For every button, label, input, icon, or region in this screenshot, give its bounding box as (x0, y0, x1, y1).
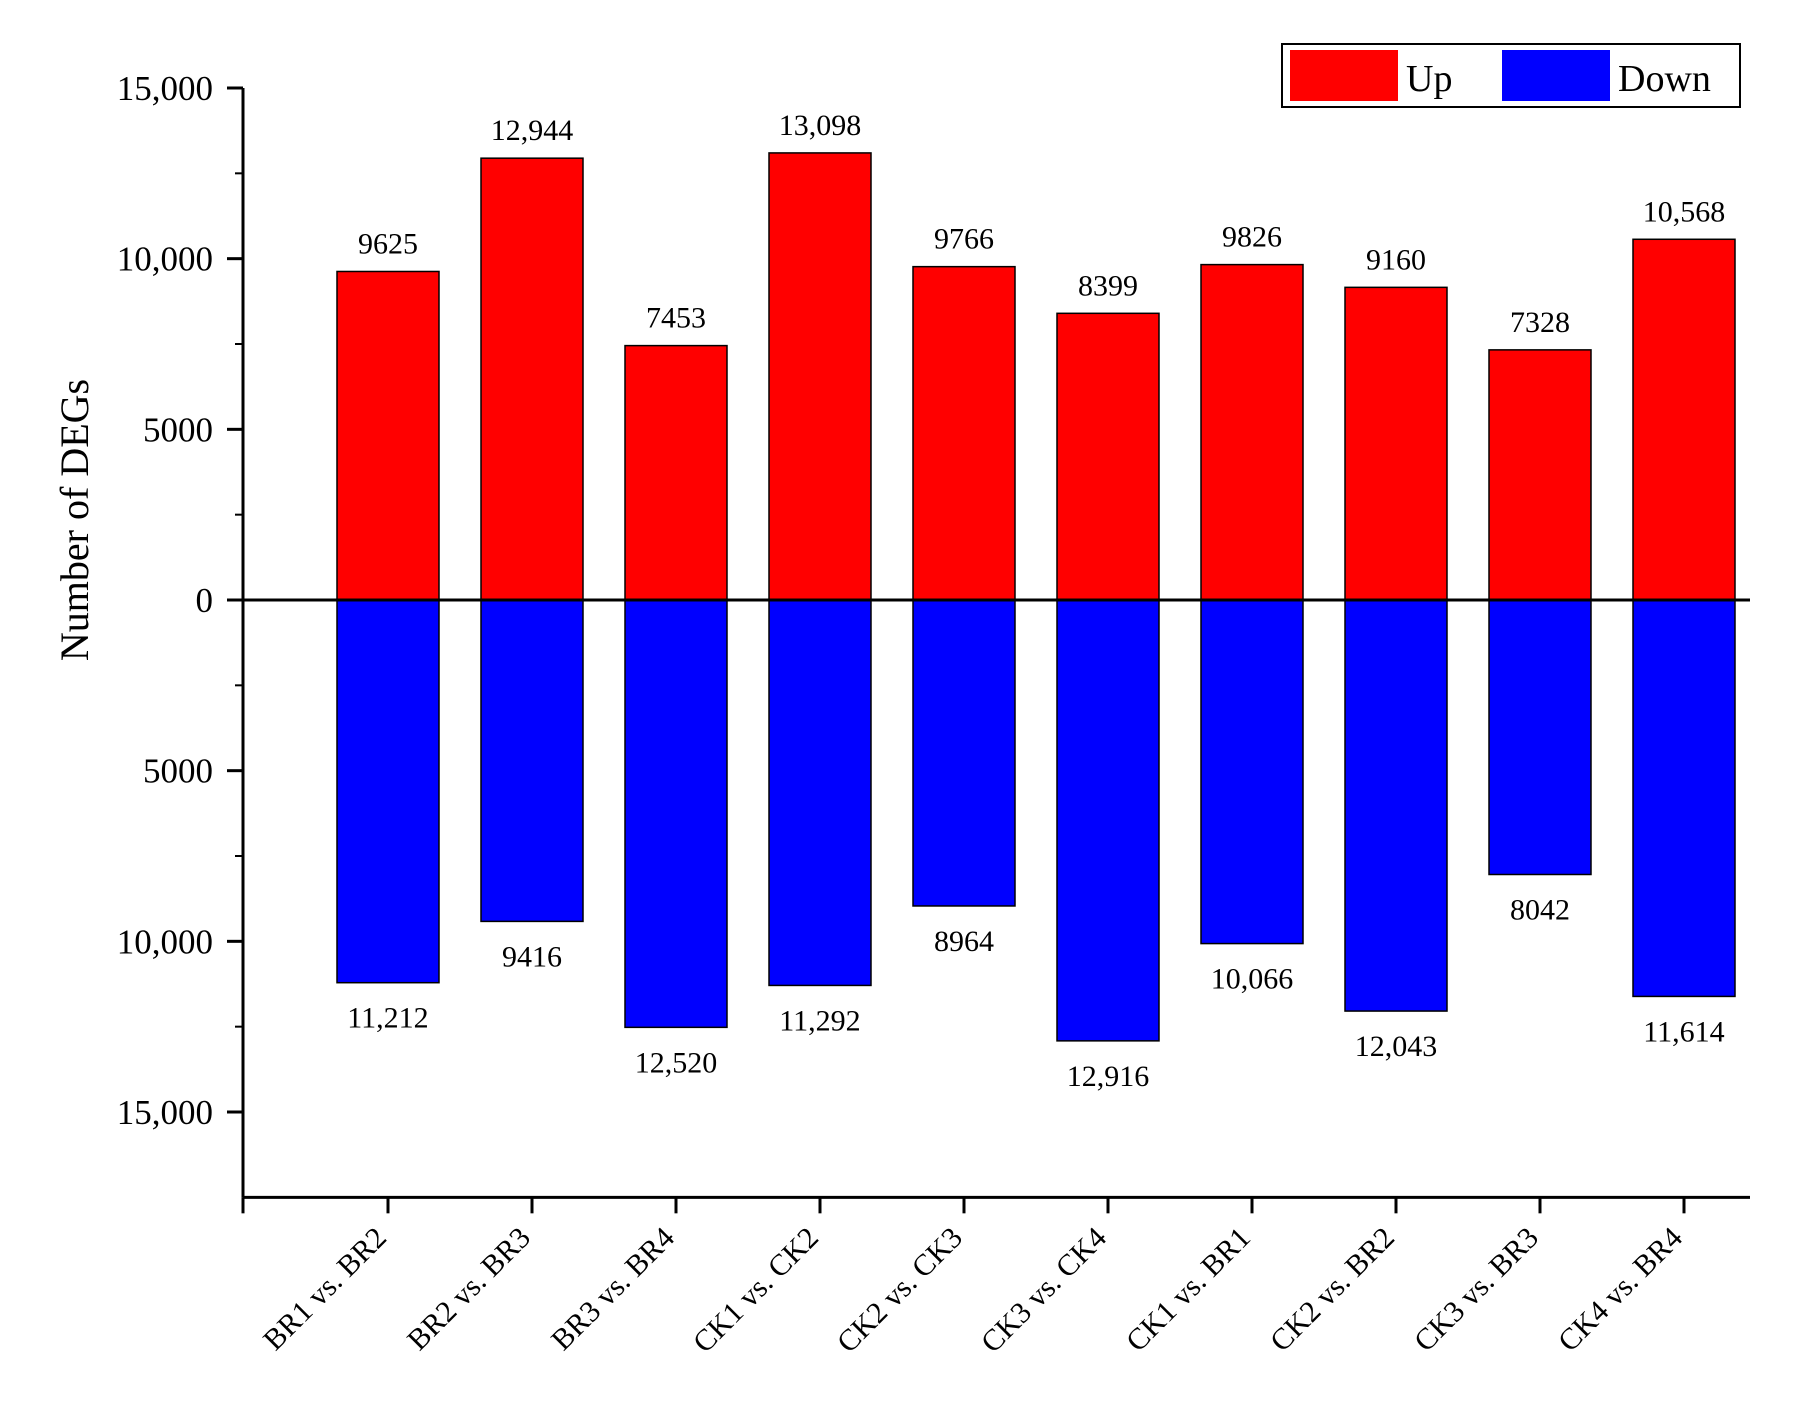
data-label-down-8: 8042 (1510, 894, 1570, 927)
x-tick-label-2: BR3 vs. BR4 (545, 1221, 681, 1357)
x-tick-label-3: CK1 vs. CK2 (687, 1221, 825, 1359)
data-label-up-0: 9625 (358, 227, 418, 260)
bar-up-0 (336, 270, 440, 601)
data-label-up-8: 7328 (1510, 306, 1570, 339)
y-tick-label-4: 5000 (143, 752, 213, 791)
bars-layer (336, 152, 1736, 1042)
y-axis-title: Number of DEGs (52, 379, 97, 661)
bar-up-6 (1200, 263, 1304, 601)
bar-down-6 (1200, 599, 1304, 945)
data-label-up-1: 12,944 (491, 114, 574, 147)
data-label-up-7: 9160 (1366, 243, 1426, 276)
data-label-up-4: 9766 (934, 223, 994, 256)
bar-up-1 (480, 157, 584, 601)
legend: Up Down (1281, 43, 1741, 108)
bar-up-2 (624, 344, 728, 601)
data-label-up-9: 10,568 (1643, 195, 1726, 228)
legend-label-up: Up (1406, 58, 1452, 100)
x-tick-label-4: CK2 vs. CK3 (831, 1221, 969, 1359)
bar-up-8 (1488, 349, 1592, 601)
bar-down-9 (1632, 599, 1736, 998)
bar-up-9 (1632, 238, 1736, 601)
data-label-down-9: 11,614 (1643, 1015, 1724, 1048)
x-tick-label-8: CK3 vs. BR3 (1408, 1221, 1545, 1358)
data-label-down-3: 11,292 (779, 1004, 860, 1037)
data-label-up-6: 9826 (1222, 221, 1282, 254)
data-label-up-5: 8399 (1078, 269, 1138, 302)
x-tick-label-6: CK1 vs. BR1 (1120, 1221, 1257, 1358)
bar-down-8 (1488, 599, 1592, 876)
bar-up-3 (768, 152, 872, 601)
y-tick-label-2: 5000 (143, 410, 213, 449)
bar-down-0 (336, 599, 440, 984)
bar-down-2 (624, 599, 728, 1029)
legend-swatch-down (1502, 50, 1610, 101)
x-tick-label-5: CK3 vs. CK4 (975, 1221, 1113, 1359)
x-tick-label-0: BR1 vs. BR2 (257, 1221, 393, 1357)
data-label-down-2: 12,520 (635, 1046, 718, 1079)
data-label-down-1: 9416 (502, 940, 562, 973)
data-label-down-7: 12,043 (1355, 1030, 1438, 1063)
legend-label-down: Down (1618, 58, 1711, 100)
data-label-up-2: 7453 (646, 302, 706, 335)
y-tick-label-6: 15,000 (117, 1093, 213, 1132)
bar-down-1 (480, 599, 584, 923)
bar-down-4 (912, 599, 1016, 907)
x-tick-label-7: CK2 vs. BR2 (1264, 1221, 1401, 1358)
bar-down-3 (768, 599, 872, 987)
axes-layer (227, 86, 1750, 1214)
bar-down-7 (1344, 599, 1448, 1012)
data-label-down-0: 11,212 (347, 1002, 428, 1035)
data-label-down-4: 8964 (934, 925, 994, 958)
legend-swatch-up (1290, 50, 1398, 101)
data-label-down-6: 10,066 (1211, 963, 1294, 996)
y-tick-label-5: 10,000 (117, 922, 213, 961)
bar-up-4 (912, 265, 1016, 601)
bar-down-5 (1056, 599, 1160, 1042)
y-tick-label-3: 0 (196, 581, 214, 620)
data-label-down-5: 12,916 (1067, 1060, 1150, 1093)
data-label-up-3: 13,098 (779, 109, 862, 142)
y-tick-label-0: 15,000 (117, 69, 213, 108)
bar-up-5 (1056, 312, 1160, 601)
bar-up-7 (1344, 286, 1448, 601)
x-tick-label-9: CK4 vs. BR4 (1552, 1221, 1689, 1358)
labels-layer: 9625 11,212 12,944 9416 7453 12,520 13,098 11,2… (52, 69, 1725, 1359)
y-tick-label-1: 10,000 (117, 240, 213, 279)
x-tick-label-1: BR2 vs. BR3 (401, 1221, 537, 1357)
